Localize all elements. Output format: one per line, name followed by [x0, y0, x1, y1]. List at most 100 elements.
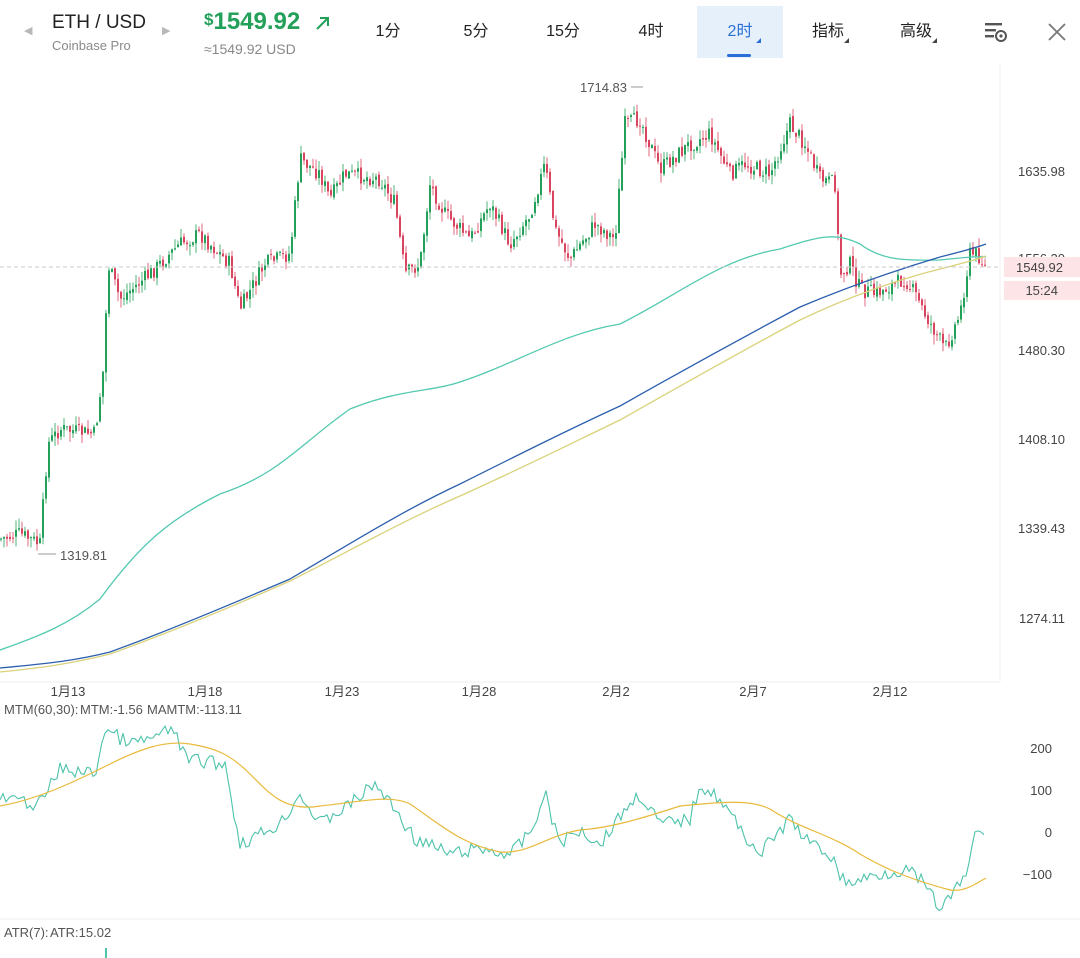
candle-body: [603, 230, 605, 234]
candle-body: [315, 168, 317, 179]
candle-body: [87, 428, 89, 434]
low-price-label: 1319.81: [60, 548, 107, 563]
candle-body: [129, 290, 131, 294]
candle-body: [927, 315, 929, 325]
candle-body: [291, 236, 293, 254]
candle-body: [420, 251, 422, 268]
candle-body: [189, 245, 191, 247]
candle-body: [447, 208, 449, 211]
date-axis-label: 1月18: [188, 684, 223, 699]
candle-body: [792, 116, 794, 132]
candle-body: [453, 218, 455, 227]
candle-body: [711, 127, 713, 145]
prev-pair-icon[interactable]: ◀: [24, 25, 33, 37]
candle-body: [39, 538, 41, 544]
chart-settings-icon[interactable]: [984, 20, 1008, 44]
candle-body: [24, 531, 26, 536]
candle-body: [333, 184, 335, 198]
dropdown-corner-icon: [756, 38, 761, 43]
mtm-value: MTM:-1.56: [80, 702, 143, 717]
candle-body: [285, 254, 287, 262]
candle-body: [747, 166, 749, 168]
candle-body: [660, 162, 662, 174]
candle-body: [813, 154, 815, 169]
candle-body: [237, 285, 239, 296]
candle-body: [789, 117, 791, 133]
tab-1[interactable]: 1分: [345, 6, 431, 58]
candle-body: [126, 292, 128, 301]
tab-4[interactable]: 4时: [608, 6, 694, 58]
candle-body: [330, 189, 332, 196]
candle-body: [861, 280, 863, 283]
price-axis-label: 1635.98: [1018, 164, 1065, 179]
candle-body: [90, 431, 92, 434]
candle-body: [429, 185, 431, 213]
tab-5[interactable]: 2时: [697, 6, 783, 58]
mtm-axis-label: 200: [1030, 741, 1052, 756]
tab-7[interactable]: 高级: [873, 6, 959, 58]
candle-body: [930, 323, 932, 325]
candle-body: [516, 236, 518, 240]
candle-body: [9, 536, 11, 540]
tab-label: 高级: [899, 23, 932, 40]
candle-body: [735, 163, 737, 179]
candle-body: [207, 235, 209, 250]
tab-label: 15分: [546, 23, 580, 40]
candle-body: [48, 441, 50, 478]
candle-body: [621, 157, 623, 191]
candle-body: [153, 268, 155, 278]
candle-body: [444, 207, 446, 212]
candlestick-chart[interactable]: 1714.831319.811635.981556.201480.301408.…: [0, 64, 1080, 958]
tab-3[interactable]: 15分: [520, 6, 606, 58]
candle-body: [714, 142, 716, 145]
price-converted: ≈1549.92 USD: [204, 41, 296, 57]
candle-body: [759, 160, 761, 177]
candle-body: [147, 269, 149, 279]
candle-body: [825, 178, 827, 184]
candle-body: [816, 165, 818, 169]
tab-2[interactable]: 5分: [433, 6, 519, 58]
mtm-title: MTM(60,30):: [4, 702, 78, 717]
candle-body: [717, 140, 719, 151]
candle-body: [738, 162, 740, 166]
candle-body: [228, 255, 230, 266]
candle-body: [852, 256, 854, 267]
candle-body: [828, 176, 830, 180]
candle-body: [903, 286, 905, 288]
candle-body: [639, 125, 641, 127]
close-icon[interactable]: [1045, 20, 1069, 44]
candle-body: [252, 280, 254, 288]
candle-body: [144, 270, 146, 281]
candle-body: [450, 211, 452, 220]
candle-body: [519, 235, 521, 237]
candle-body: [390, 194, 392, 203]
candle-body: [924, 305, 926, 317]
candle-body: [699, 139, 701, 147]
candle-body: [369, 178, 371, 186]
candle-body: [672, 156, 674, 165]
candle-body: [309, 165, 311, 169]
tab-6[interactable]: 指标: [785, 6, 871, 58]
candle-body: [960, 305, 962, 320]
candle-body: [72, 430, 74, 434]
candle-body: [360, 167, 362, 184]
candle-body: [255, 281, 257, 286]
atr-title: ATR(7):: [4, 925, 49, 940]
candle-body: [177, 244, 179, 248]
candle-body: [483, 213, 485, 221]
candle-body: [468, 230, 470, 237]
candle-body: [528, 219, 530, 222]
candle-body: [561, 238, 563, 243]
candle-body: [939, 333, 941, 335]
current-price: $1549.92: [204, 8, 300, 36]
next-pair-icon[interactable]: ▶: [162, 25, 171, 37]
candle-body: [837, 191, 839, 234]
candle-body: [963, 297, 965, 308]
candle-body: [162, 259, 164, 267]
candle-body: [954, 324, 956, 339]
candle-body: [441, 208, 443, 213]
candle-body: [498, 214, 500, 219]
pair-name[interactable]: ETH / USD: [52, 12, 146, 33]
candle-body: [564, 243, 566, 253]
